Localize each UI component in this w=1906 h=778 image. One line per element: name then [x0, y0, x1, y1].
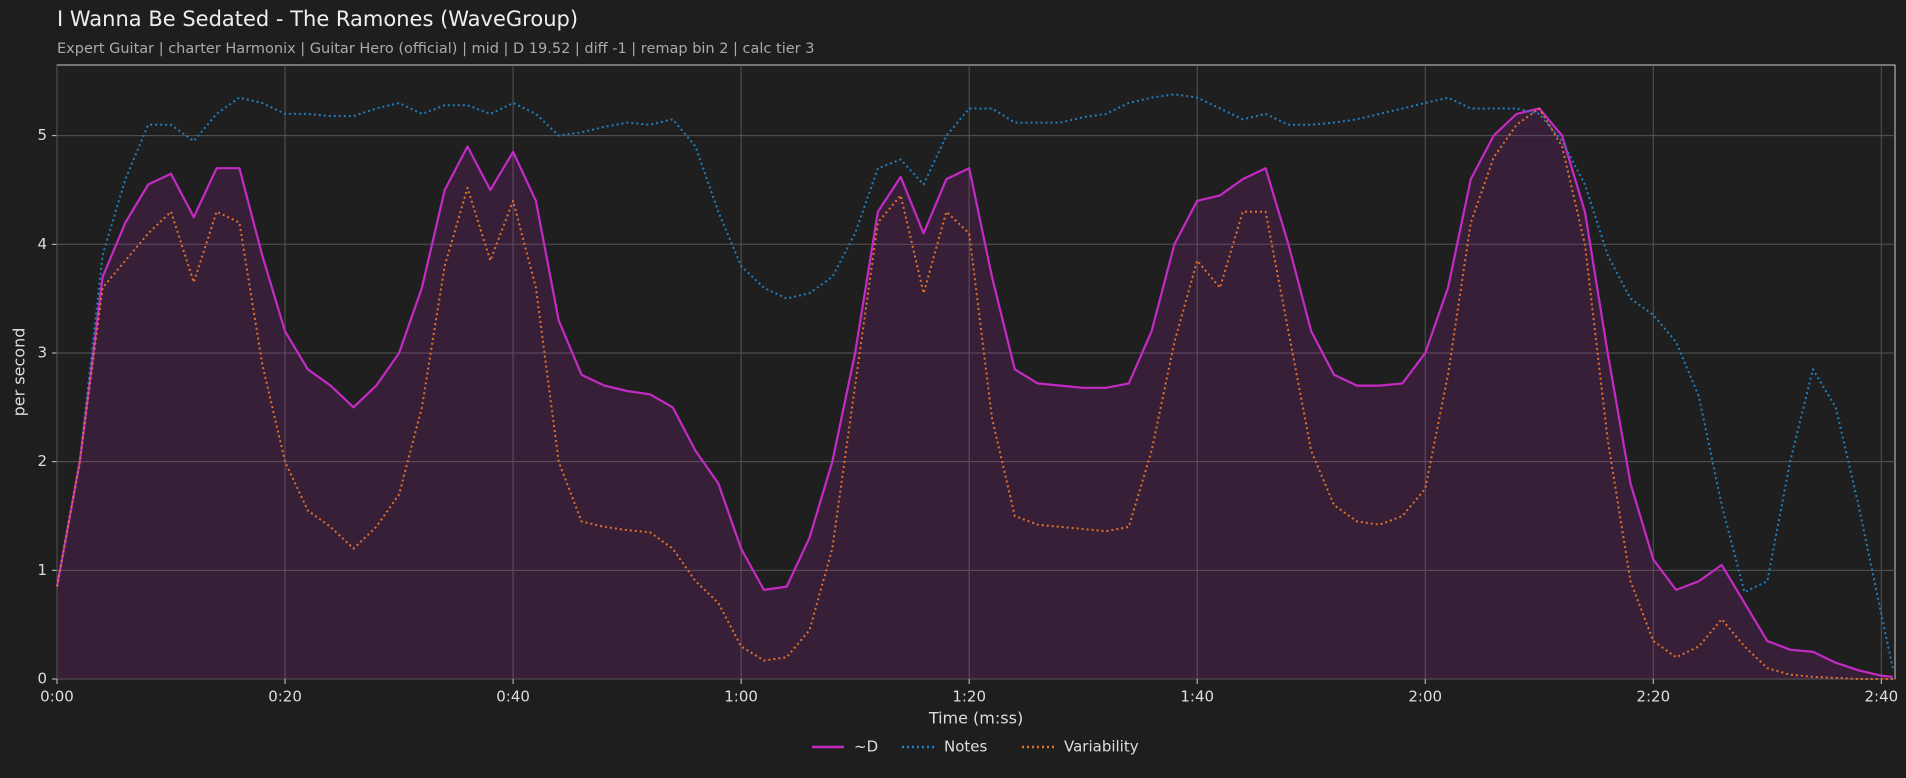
- x-axis-label: Time (m:ss): [928, 709, 1023, 728]
- x-tick-label: 2:00: [1408, 688, 1442, 706]
- area-fill: [57, 108, 1893, 679]
- x-tick-label: 2:20: [1636, 688, 1670, 706]
- y-axis-label: per second: [10, 328, 29, 417]
- plot-area: [56, 64, 1896, 680]
- x-tick-label: 1:20: [952, 688, 986, 706]
- x-tick-label: 0:40: [496, 688, 530, 706]
- y-tick-label: 3: [37, 343, 47, 361]
- legend-label: Variability: [1064, 738, 1139, 756]
- chart-subtitle: Expert Guitar | charter Harmonix | Guita…: [57, 41, 814, 57]
- x-tick-label: 1:40: [1180, 688, 1214, 706]
- y-tick-label: 2: [37, 452, 47, 470]
- y-tick-label: 5: [37, 126, 47, 144]
- chart-title: I Wanna Be Sedated - The Ramones (WaveGr…: [57, 7, 578, 31]
- series-line: [56, 93, 1894, 669]
- y-tick-label: 4: [37, 235, 47, 253]
- legend-label: Notes: [944, 738, 988, 756]
- x-tick-label: 1:00: [724, 688, 758, 706]
- x-tick-label: 0:20: [268, 688, 302, 706]
- legend-label: ~D: [854, 738, 878, 756]
- x-tick-label: 2:40: [1864, 688, 1898, 706]
- y-tick-label: 0: [37, 670, 47, 688]
- series-line: [56, 107, 1893, 680]
- series-line: [55, 107, 1893, 678]
- y-tick-label: 1: [37, 561, 47, 579]
- x-tick-label: 0:00: [40, 688, 74, 706]
